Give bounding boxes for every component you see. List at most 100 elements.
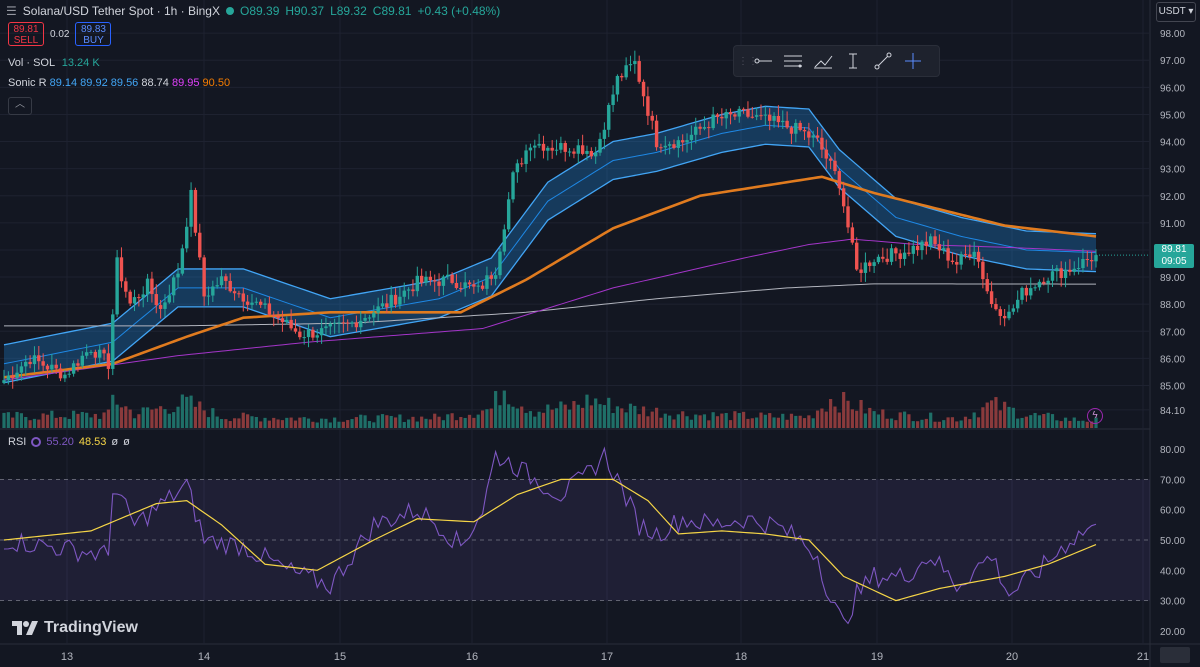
candle-body (667, 144, 672, 146)
volume-bar (855, 410, 859, 428)
candle-body (163, 302, 167, 309)
candle-body (741, 108, 746, 110)
candle-body (976, 251, 981, 262)
volume-bar (289, 417, 293, 428)
candle-body (437, 281, 441, 286)
candle-body (385, 303, 389, 308)
volume-bar (76, 413, 80, 428)
candle-body (524, 150, 528, 164)
candle-body (315, 335, 319, 338)
volume-bar (424, 418, 428, 428)
candle-body (663, 145, 667, 148)
volume-bar (789, 413, 794, 428)
candle-body (219, 276, 224, 286)
tradingview-logo[interactable]: TradingView (12, 619, 138, 637)
candle-body (119, 257, 124, 282)
volume-bar (1029, 415, 1033, 428)
volume-bar (315, 422, 319, 428)
candle-body (319, 328, 324, 336)
parallel-channel-icon[interactable] (778, 46, 808, 76)
sonic-legend[interactable]: Sonic R 89.14 89.92 89.56 88.74 89.95 90… (8, 77, 230, 89)
rsi-legend[interactable]: RSI 55.20 48.53 ø ø (8, 436, 130, 448)
volume-bar (54, 417, 58, 428)
volume-bar (402, 422, 406, 428)
volume-bar (950, 417, 955, 428)
candle-body (276, 315, 280, 319)
volume-bar (106, 409, 111, 428)
axis-settings-button[interactable] (1160, 647, 1190, 663)
volume-bar (929, 412, 933, 428)
time-tick-label: 21 (1137, 651, 1149, 663)
candle-body (433, 280, 437, 282)
volume-bar (842, 392, 846, 428)
volume-bar (11, 417, 15, 428)
volume-bar (911, 421, 915, 428)
horizontal-ray-icon[interactable] (748, 46, 778, 76)
volume-bar (437, 416, 441, 428)
candle-body (1063, 269, 1068, 279)
volume-legend[interactable]: Vol · SOL 13.24 K (8, 57, 100, 69)
candle-body (546, 147, 550, 151)
hamburger-icon[interactable]: ☰ (6, 4, 17, 18)
volume-bar (411, 416, 415, 428)
candle-body (559, 143, 563, 150)
buy-button[interactable]: 89.83 BUY (75, 22, 112, 46)
candle-body (211, 286, 215, 296)
candle-body (942, 248, 946, 251)
volume-bar (868, 407, 872, 428)
candle-body (176, 273, 180, 278)
sonic-label: Sonic R (8, 77, 47, 89)
candle-body (1007, 311, 1011, 319)
candle-body (789, 127, 794, 134)
price-tick-label: 96.00 (1160, 83, 1185, 94)
volume-bar (272, 417, 276, 428)
volume-bar (1068, 420, 1072, 428)
candle-body (855, 242, 859, 270)
crosshair-icon[interactable] (898, 46, 928, 76)
candle-body (863, 262, 868, 273)
candle-body (1089, 260, 1094, 262)
volume-bar (1016, 418, 1020, 428)
rsi-settings-icon[interactable] (31, 437, 42, 447)
candle-body (885, 258, 889, 262)
price-tick-label: 98.00 (1160, 29, 1185, 40)
candle-body (11, 375, 15, 379)
candle-body (1072, 268, 1076, 272)
candle-body (920, 241, 924, 251)
candle-body (237, 293, 241, 295)
candle-body (802, 129, 807, 132)
volume-bar (1072, 417, 1076, 428)
trend-line-icon[interactable] (868, 46, 898, 76)
sonic-value-6: 90.50 (199, 77, 231, 89)
volume-bar (1046, 412, 1050, 428)
volume-bar (102, 412, 106, 428)
volume-bar (1024, 416, 1028, 428)
volume-bar (202, 410, 206, 428)
volume-bar (189, 395, 193, 428)
candle-body (250, 302, 254, 305)
volume-bar (728, 420, 733, 428)
candle-body (332, 322, 337, 324)
candle-body (93, 351, 98, 358)
candle-body (711, 114, 715, 129)
candle-body (694, 126, 698, 135)
lightning-icon[interactable]: ϟ (1087, 408, 1103, 424)
sell-button[interactable]: 89.81 SELL (8, 22, 44, 46)
ema-magenta-line (3, 238, 1097, 381)
candle-body (746, 109, 750, 117)
candle-body (472, 284, 476, 287)
volume-bar (702, 414, 707, 428)
currency-select[interactable]: USDT ▾ (1156, 2, 1196, 22)
brush-icon[interactable] (808, 46, 838, 76)
grip-icon[interactable]: ⋮⋮ (738, 55, 758, 67)
text-cursor-icon[interactable] (838, 46, 868, 76)
volume-bar (67, 418, 71, 428)
candle-body (554, 149, 559, 151)
symbol-title[interactable]: Solana/USD Tether Spot · 1h · BingX (22, 4, 220, 18)
volume-bar (1007, 406, 1011, 428)
collapse-legend-button[interactable]: ︿ (8, 97, 32, 115)
candle-body (633, 61, 637, 65)
volume-bar (676, 414, 680, 428)
candle-body (624, 65, 628, 78)
